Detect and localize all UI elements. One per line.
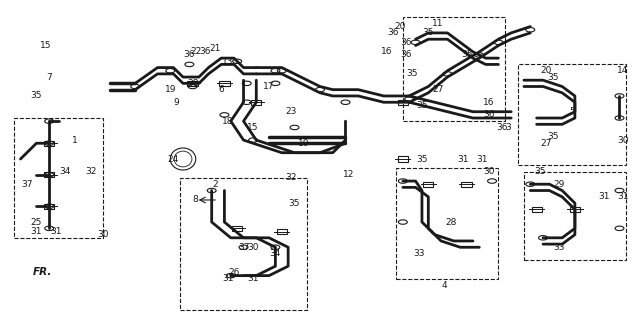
Text: 16: 16 <box>381 47 393 56</box>
Text: 19: 19 <box>164 85 176 94</box>
Text: 38: 38 <box>187 79 198 88</box>
Text: 25: 25 <box>31 218 42 226</box>
Text: 36: 36 <box>400 51 412 59</box>
Text: 26: 26 <box>228 268 239 277</box>
Text: 35: 35 <box>534 167 545 176</box>
Text: 30: 30 <box>247 243 259 252</box>
Text: 20: 20 <box>394 22 405 31</box>
Text: 31: 31 <box>458 155 469 163</box>
Text: 18: 18 <box>222 117 234 126</box>
Bar <box>518 65 626 165</box>
Text: 31: 31 <box>31 227 42 236</box>
Bar <box>276 229 287 234</box>
Text: 36: 36 <box>388 28 399 38</box>
Bar <box>180 178 307 310</box>
Text: 32: 32 <box>285 173 297 183</box>
Text: 13: 13 <box>222 57 234 66</box>
Bar <box>44 141 54 146</box>
Text: 9: 9 <box>173 98 179 107</box>
Text: 21: 21 <box>209 44 221 53</box>
Text: 33: 33 <box>553 243 564 252</box>
Text: 36: 36 <box>200 47 211 56</box>
Text: 15: 15 <box>40 41 52 50</box>
Text: 3: 3 <box>505 123 511 132</box>
Text: 27: 27 <box>541 139 552 148</box>
Text: 29: 29 <box>553 180 564 189</box>
Bar <box>403 17 505 121</box>
Text: 35: 35 <box>547 73 558 81</box>
Text: 35: 35 <box>461 51 472 59</box>
Bar <box>532 207 541 212</box>
Text: 31: 31 <box>477 155 488 163</box>
Text: 12: 12 <box>343 170 355 179</box>
Bar <box>232 226 243 231</box>
Bar <box>397 156 408 162</box>
Text: 8: 8 <box>193 196 198 204</box>
Text: 23: 23 <box>285 107 297 116</box>
Text: 11: 11 <box>432 19 444 28</box>
Text: 36: 36 <box>483 110 495 119</box>
Text: 35: 35 <box>31 92 42 100</box>
Text: 31: 31 <box>617 192 628 201</box>
Text: 35: 35 <box>289 199 300 208</box>
Text: 28: 28 <box>445 218 456 226</box>
Text: 34: 34 <box>60 167 71 176</box>
Bar <box>14 118 103 238</box>
Text: 6: 6 <box>218 85 224 94</box>
Text: 30: 30 <box>617 135 628 145</box>
Text: 16: 16 <box>483 98 495 107</box>
Text: 36: 36 <box>400 38 412 47</box>
Text: 1: 1 <box>72 135 77 145</box>
Text: FR.: FR. <box>33 267 52 278</box>
Bar <box>251 100 261 105</box>
Text: 2: 2 <box>212 180 218 189</box>
Bar <box>44 172 54 177</box>
Text: 14: 14 <box>617 66 628 75</box>
Text: 31: 31 <box>222 274 234 283</box>
Text: 35: 35 <box>406 69 418 79</box>
Text: 33: 33 <box>413 249 424 258</box>
Bar <box>44 204 54 209</box>
Bar <box>423 182 433 187</box>
Text: 36: 36 <box>184 51 195 59</box>
Bar <box>188 81 198 86</box>
Text: 24: 24 <box>168 155 179 163</box>
Text: 31: 31 <box>247 274 259 283</box>
Text: 37: 37 <box>238 243 250 252</box>
Text: 4: 4 <box>442 280 447 290</box>
Text: 7: 7 <box>46 73 52 81</box>
Text: 35: 35 <box>422 28 434 38</box>
Text: 27: 27 <box>432 85 444 94</box>
Text: 20: 20 <box>541 66 552 75</box>
Text: 34: 34 <box>269 249 281 258</box>
Text: 22: 22 <box>190 47 202 56</box>
Text: 35: 35 <box>416 101 428 110</box>
Text: 35: 35 <box>416 155 428 163</box>
Text: 17: 17 <box>263 82 275 91</box>
Bar <box>570 207 580 212</box>
Text: 36: 36 <box>496 123 508 132</box>
Bar <box>397 100 408 105</box>
Bar <box>461 182 472 187</box>
Bar <box>396 169 499 279</box>
Text: 30: 30 <box>97 230 109 239</box>
Text: 37: 37 <box>21 180 33 189</box>
Text: 10: 10 <box>298 139 310 148</box>
Text: 5: 5 <box>569 107 575 116</box>
Text: 32: 32 <box>85 167 96 176</box>
Text: 35: 35 <box>547 132 558 142</box>
Text: 15: 15 <box>247 123 259 132</box>
Text: 31: 31 <box>598 192 609 201</box>
Bar <box>524 172 626 260</box>
Text: 31: 31 <box>50 227 61 236</box>
Bar <box>220 81 230 86</box>
Text: 30: 30 <box>483 167 495 176</box>
